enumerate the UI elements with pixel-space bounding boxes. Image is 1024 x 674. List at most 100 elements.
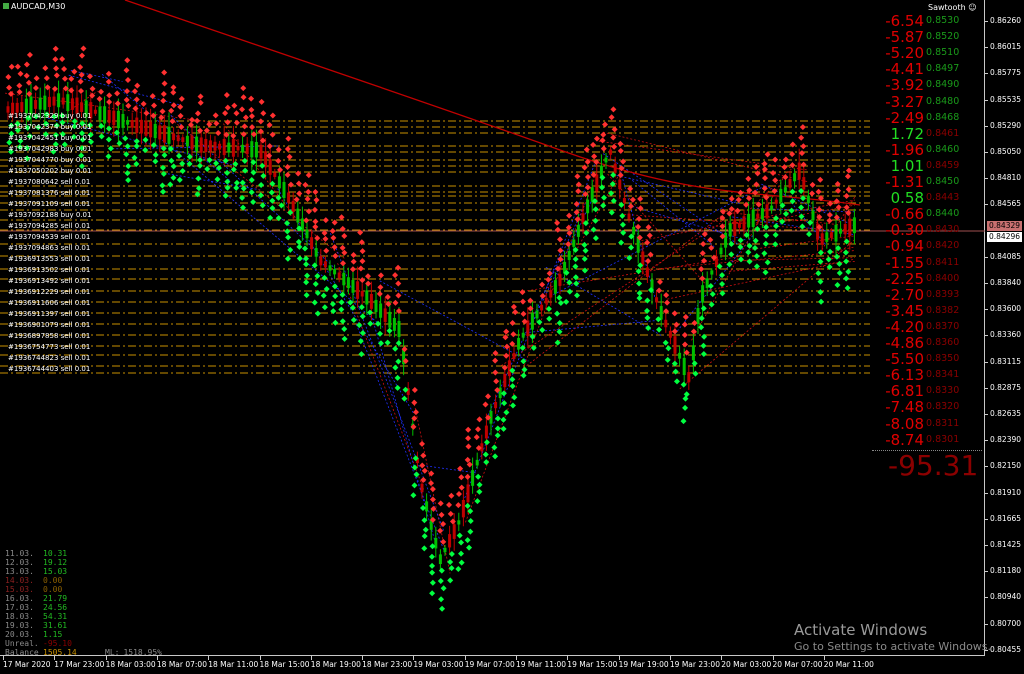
grid-level-row: -2.25 0.8400 <box>872 271 984 287</box>
sell-marker <box>835 187 842 194</box>
buy-marker <box>142 136 149 143</box>
buy-marker <box>258 181 265 188</box>
buy-marker <box>284 255 291 262</box>
sell-marker <box>761 185 768 192</box>
buy-marker <box>574 292 581 299</box>
candle-body <box>783 187 787 192</box>
sell-marker <box>809 181 816 188</box>
daily-stat-row: 15.03. 0.00 <box>5 585 62 594</box>
sell-marker <box>708 244 715 251</box>
buy-marker <box>314 289 321 296</box>
candle-body <box>475 459 479 466</box>
order-label: #1936744823 sell 0.01 <box>8 354 91 362</box>
buy-marker <box>186 160 193 167</box>
buy-marker <box>708 301 715 308</box>
sell-marker <box>160 90 167 97</box>
sell-marker <box>284 164 291 171</box>
price-tick: 0.83600 <box>984 304 1022 314</box>
sell-marker <box>681 341 688 348</box>
candle-body <box>765 204 769 219</box>
candle-body <box>208 140 212 152</box>
buy-marker <box>224 184 231 191</box>
grid-level-row: -5.87 0.8520 <box>872 29 984 45</box>
candle-body <box>701 285 705 303</box>
candle-body <box>374 299 378 313</box>
buy-marker <box>303 261 310 268</box>
trade-link-line <box>379 280 529 362</box>
buy-marker <box>581 267 588 274</box>
sell-marker <box>448 492 455 499</box>
candle-body <box>185 135 189 147</box>
stat-date: 19.03. <box>5 621 34 630</box>
buy-marker <box>476 481 483 488</box>
sell-marker <box>312 218 319 225</box>
candle-body <box>843 224 847 235</box>
order-label: #1937091109 sell 0.01 <box>8 200 91 208</box>
candle-body <box>613 163 617 173</box>
buy-marker <box>8 122 15 129</box>
buy-marker <box>475 473 482 480</box>
sell-marker <box>323 247 330 254</box>
buy-marker <box>429 562 436 569</box>
sell-marker <box>341 249 348 256</box>
sell-marker <box>646 232 653 239</box>
buy-marker <box>267 214 274 221</box>
sell-marker <box>635 215 642 222</box>
sell-marker <box>169 118 176 125</box>
candle-body <box>264 151 268 168</box>
candle-body <box>75 97 79 114</box>
sell-marker <box>14 63 21 70</box>
sell-marker <box>428 480 435 487</box>
grid-level-row: -5.20 0.8510 <box>872 45 984 61</box>
buy-marker <box>332 293 339 300</box>
sell-marker <box>719 223 726 230</box>
chart-area[interactable] <box>0 0 985 656</box>
buy-marker <box>592 217 599 224</box>
buy-marker <box>338 306 345 313</box>
candle-body <box>521 332 525 338</box>
sell-marker <box>338 214 345 221</box>
buy-marker <box>314 272 321 279</box>
sell-marker <box>376 290 383 297</box>
buy-marker <box>800 195 807 202</box>
sell-marker <box>71 68 78 75</box>
sell-marker <box>510 331 517 338</box>
price-tick: 0.82150 <box>984 461 1022 471</box>
candle-body <box>572 239 576 247</box>
sell-marker <box>160 97 167 104</box>
buy-marker <box>366 309 373 316</box>
candle-body <box>328 265 332 271</box>
buy-marker <box>520 372 527 379</box>
sell-marker <box>359 277 366 284</box>
buy-marker <box>160 170 167 177</box>
candle-body <box>204 138 208 153</box>
buy-marker <box>521 366 528 373</box>
stat-date: 17.03. <box>5 603 34 612</box>
buy-marker <box>635 268 642 275</box>
candle-body <box>526 320 530 337</box>
sell-marker <box>395 292 402 299</box>
sell-marker <box>800 143 807 150</box>
sell-marker <box>465 426 472 433</box>
buy-marker <box>818 298 825 305</box>
sell-marker <box>761 160 768 167</box>
candle-body <box>737 222 741 228</box>
buy-marker <box>636 295 643 302</box>
unrealized-label: Unreal. <box>5 639 39 648</box>
sell-marker <box>707 236 714 243</box>
sell-marker <box>329 227 336 234</box>
sell-marker <box>402 357 409 364</box>
sell-marker <box>89 85 96 92</box>
buy-marker <box>610 172 617 179</box>
time-tick: 17 Mar 23:00 <box>54 656 105 669</box>
sell-marker <box>194 117 201 124</box>
sell-marker <box>438 511 445 518</box>
sell-marker <box>223 92 230 99</box>
sell-marker <box>503 352 510 359</box>
buy-marker <box>665 345 672 352</box>
sell-marker <box>350 258 357 265</box>
candle-body <box>438 554 442 565</box>
sell-marker <box>753 163 760 170</box>
buy-marker <box>764 259 771 266</box>
buy-marker <box>284 220 291 227</box>
